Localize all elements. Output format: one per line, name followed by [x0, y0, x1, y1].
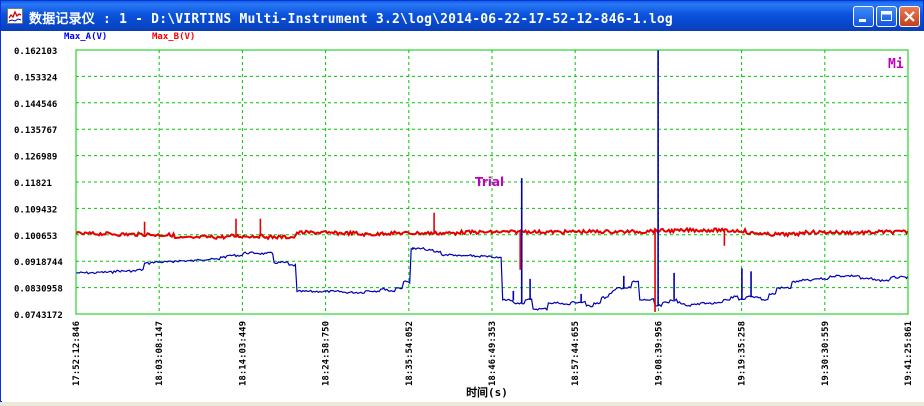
x-tick-label: 18:57:44:655 [571, 321, 581, 386]
x-tick-label: 19:30:30:559 [821, 321, 831, 386]
maximize-icon [881, 11, 892, 21]
maximize-button[interactable] [876, 6, 897, 27]
y-tick-label: 0.144546 [14, 100, 57, 110]
title-bar[interactable]: 数据记录仪 : 1 - D:\VIRTINS Multi-Instrument … [1, 1, 923, 31]
x-tick-label: 17:52:12:846 [72, 321, 82, 386]
y-tick-label: 0.0918744 [14, 258, 63, 268]
x-tick-label: 19:08:39:956 [654, 321, 664, 386]
legend-series-b: Max_B(V) [152, 32, 195, 42]
y-tick-label: 0.0743172 [14, 311, 63, 321]
x-tick-label: 19:19:35:258 [738, 321, 748, 386]
y-tick-label: 0.126989 [14, 153, 57, 163]
window-title: 数据记录仪 : 1 - D:\VIRTINS Multi-Instrument … [29, 12, 673, 27]
corner-label: Mi [888, 57, 904, 72]
y-tick-label: 0.11821 [14, 179, 52, 189]
series-line-a [75, 246, 909, 312]
x-tick-label: 19:41:25:861 [904, 321, 914, 386]
x-tick-label: 18:35:54:052 [405, 321, 415, 386]
x-tick-label: 18:24:58:750 [322, 321, 332, 386]
series-line-b [75, 226, 909, 241]
data-logger-chart[interactable]: Max_A(V) Max_B(V) 0.162103 0.153324 0.1445… [2, 31, 924, 402]
x-tick-label: 18:14:03:449 [238, 321, 248, 386]
legend-series-a: Max_A(V) [64, 32, 107, 42]
trial-watermark: Trial [475, 175, 504, 189]
y-tick-label: 0.109432 [14, 205, 57, 215]
minimize-icon [859, 19, 866, 22]
x-axis-label: 时间(s) [466, 385, 508, 399]
close-icon [904, 11, 915, 22]
close-button[interactable] [899, 6, 920, 27]
plot-frame [75, 49, 909, 315]
y-tick-label: 0.153324 [14, 73, 58, 83]
chart-app-icon[interactable] [7, 8, 23, 24]
y-tick-label: 0.0830958 [14, 285, 63, 295]
minimize-button[interactable] [853, 6, 874, 27]
x-tick-label: 18:46:49:353 [488, 321, 498, 386]
y-tick-label: 0.135767 [14, 126, 57, 136]
y-tick-label: 0.100653 [14, 232, 57, 242]
x-tick-label: 18:03:08:147 [155, 321, 165, 386]
y-tick-label: 0.162103 [14, 47, 57, 57]
plot-area[interactable]: Max_A(V) Max_B(V) 0.162103 0.153324 0.1445… [2, 31, 924, 402]
